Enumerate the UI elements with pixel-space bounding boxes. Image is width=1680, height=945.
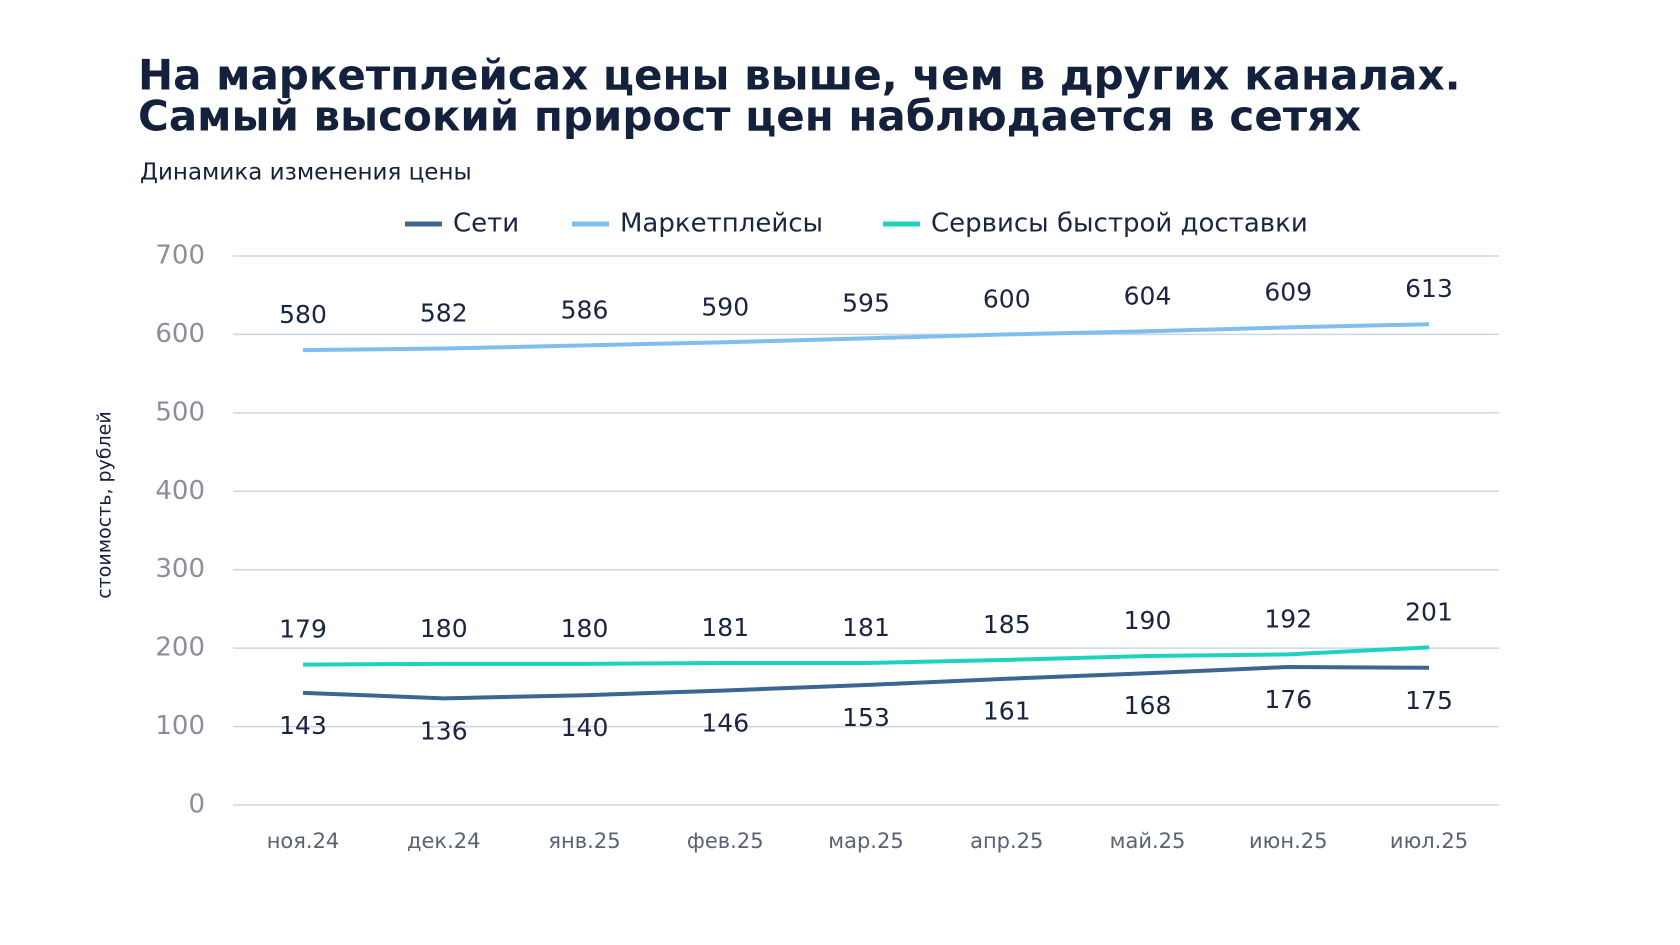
x-tick-label: май.25 (1110, 829, 1186, 853)
x-tick-label: дек.24 (407, 829, 481, 853)
chart-title: На маркетплейсах цены выше, чем в других… (138, 51, 1461, 100)
data-label: 181 (842, 613, 890, 642)
x-tick-label: мар.25 (828, 829, 903, 853)
y-tick-label: 0 (188, 790, 205, 820)
data-label: 180 (420, 614, 468, 643)
y-tick-label: 400 (155, 476, 205, 506)
y-tick-label: 200 (155, 633, 205, 663)
x-tick-label: янв.25 (548, 829, 620, 853)
data-label: 613 (1405, 274, 1453, 303)
data-label: 153 (842, 703, 890, 732)
data-label: 185 (983, 610, 1031, 639)
data-label: 168 (1124, 691, 1172, 720)
data-label: 140 (561, 713, 609, 742)
series-line (302, 322, 1430, 353)
y-tick-label: 300 (155, 554, 205, 584)
legend-label: Сети (453, 209, 519, 239)
y-axis-title: стоимость, рублей (94, 411, 116, 598)
data-label: 161 (983, 697, 1031, 726)
data-label: 595 (842, 288, 890, 317)
data-label: 181 (701, 613, 749, 642)
chart-subtitle: Динамика изменения цены (140, 160, 472, 186)
data-label: 180 (561, 614, 609, 643)
x-tick-label: июл.25 (1390, 829, 1468, 853)
data-label: 175 (1405, 686, 1453, 715)
y-tick-label: 100 (155, 711, 205, 741)
x-tick-label: фев.25 (687, 829, 764, 853)
data-label: 604 (1124, 281, 1172, 310)
legend-label: Маркетплейсы (620, 209, 823, 239)
y-tick-label: 600 (155, 319, 205, 349)
data-label: 600 (983, 284, 1031, 313)
y-tick-label: 500 (155, 397, 205, 427)
data-label: 179 (279, 615, 327, 644)
data-label: 580 (279, 300, 327, 329)
x-tick-label: ноя.24 (267, 829, 340, 853)
data-label: 190 (1124, 606, 1172, 635)
x-tick-label: июн.25 (1249, 829, 1327, 853)
data-label: 176 (1264, 685, 1312, 714)
data-label: 586 (561, 295, 609, 324)
data-label: 582 (420, 299, 468, 328)
data-label: 143 (279, 711, 327, 740)
legend-label: Сервисы быстрой доставки (931, 209, 1308, 239)
data-label: 590 (701, 292, 749, 321)
data-label: 192 (1264, 604, 1312, 633)
series-line (302, 645, 1430, 667)
data-label: 201 (1405, 597, 1453, 626)
y-tick-label: 700 (155, 241, 205, 271)
data-label: 609 (1264, 277, 1312, 306)
data-label: 146 (701, 708, 749, 737)
data-label: 136 (420, 716, 468, 745)
x-tick-label: апр.25 (970, 829, 1043, 853)
chart-title: Самый высокий прирост цен наблюдается в … (138, 92, 1361, 141)
series-line (302, 664, 1430, 701)
